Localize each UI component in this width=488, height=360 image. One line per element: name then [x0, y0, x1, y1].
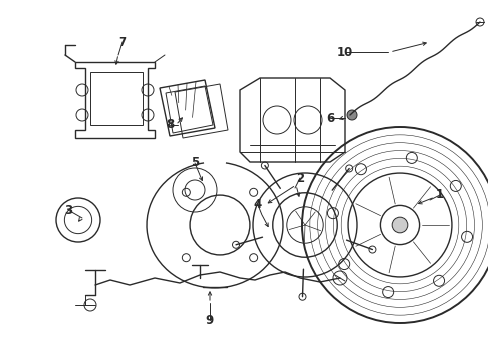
Text: 7: 7 — [118, 36, 126, 49]
Circle shape — [391, 217, 407, 233]
Text: 4: 4 — [253, 198, 262, 211]
Text: 10: 10 — [336, 45, 352, 58]
Text: 9: 9 — [205, 314, 214, 327]
Text: 8: 8 — [165, 118, 174, 131]
Text: 5: 5 — [190, 157, 199, 170]
Text: 1: 1 — [435, 189, 443, 202]
Circle shape — [346, 110, 356, 120]
Text: 3: 3 — [64, 203, 72, 216]
Text: 6: 6 — [325, 112, 333, 125]
Text: 2: 2 — [295, 171, 304, 184]
